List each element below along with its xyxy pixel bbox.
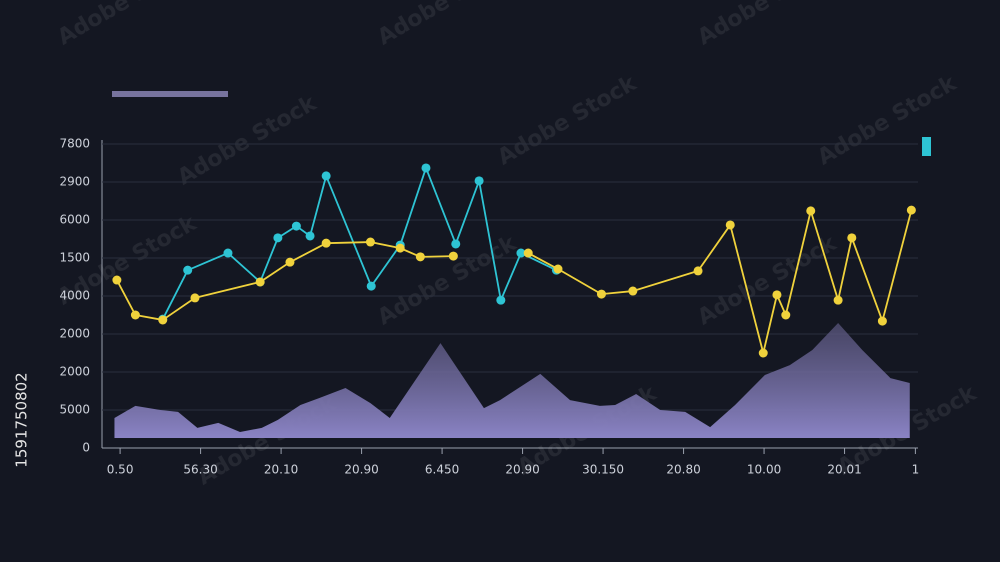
point (516, 248, 526, 258)
point (772, 290, 782, 300)
point (806, 206, 816, 216)
line (527, 209, 913, 354)
y-tick-label: 1500 (59, 251, 90, 265)
y-tick-label: 2000 (59, 327, 90, 341)
point (285, 257, 295, 267)
point (415, 252, 425, 262)
y-tick-label: 4000 (59, 289, 90, 303)
point (158, 315, 168, 325)
point (365, 237, 375, 247)
point (366, 281, 376, 291)
point (693, 266, 703, 276)
x-tick-label: 10.00 (747, 463, 781, 477)
point (877, 316, 887, 326)
point (451, 239, 461, 249)
point (781, 310, 791, 320)
point (496, 295, 506, 305)
y-tick-label: 0 (82, 441, 90, 455)
line (161, 167, 557, 320)
x-tick-label: 56.30 (183, 463, 217, 477)
x-tick-label: 20.80 (666, 463, 700, 477)
point (112, 275, 122, 285)
point (758, 348, 768, 358)
title-bar (112, 91, 228, 97)
point (553, 264, 563, 274)
point (421, 163, 431, 173)
point (130, 310, 140, 320)
point (847, 233, 857, 243)
x-tick-label: 20.10 (264, 463, 298, 477)
x-tick-label: 20.01 (827, 463, 861, 477)
point (321, 171, 331, 181)
area (114, 322, 910, 438)
y-tick-label: 7800 (59, 137, 90, 151)
point (395, 243, 405, 253)
point (273, 233, 283, 243)
point (305, 231, 315, 241)
x-tick-label: 0.50 (107, 463, 134, 477)
point (474, 176, 484, 186)
y-tick-label: 6000 (59, 213, 90, 227)
x-tick-label: 6.450 (425, 463, 459, 477)
x-tick-label: 20.90 (344, 463, 378, 477)
point (448, 251, 458, 261)
point (833, 295, 843, 305)
y-tick-label: 2000 (59, 365, 90, 379)
x-tick-label: 30.150 (582, 463, 624, 477)
side-id: 1591750802 (13, 372, 31, 467)
point (628, 286, 638, 296)
point (223, 248, 233, 258)
point (523, 248, 533, 258)
point (596, 289, 606, 299)
x-tick-label: 20.90 (505, 463, 539, 477)
point (183, 265, 193, 275)
legend-swatch (922, 137, 931, 156)
point (291, 221, 301, 231)
y-tick-label: 2900 (59, 175, 90, 189)
x-tick-label: 1 (912, 463, 920, 477)
point (255, 277, 265, 287)
point (725, 220, 735, 230)
point (190, 293, 200, 303)
point (906, 205, 916, 215)
point (321, 238, 331, 248)
y-tick-label: 5000 (59, 403, 90, 417)
